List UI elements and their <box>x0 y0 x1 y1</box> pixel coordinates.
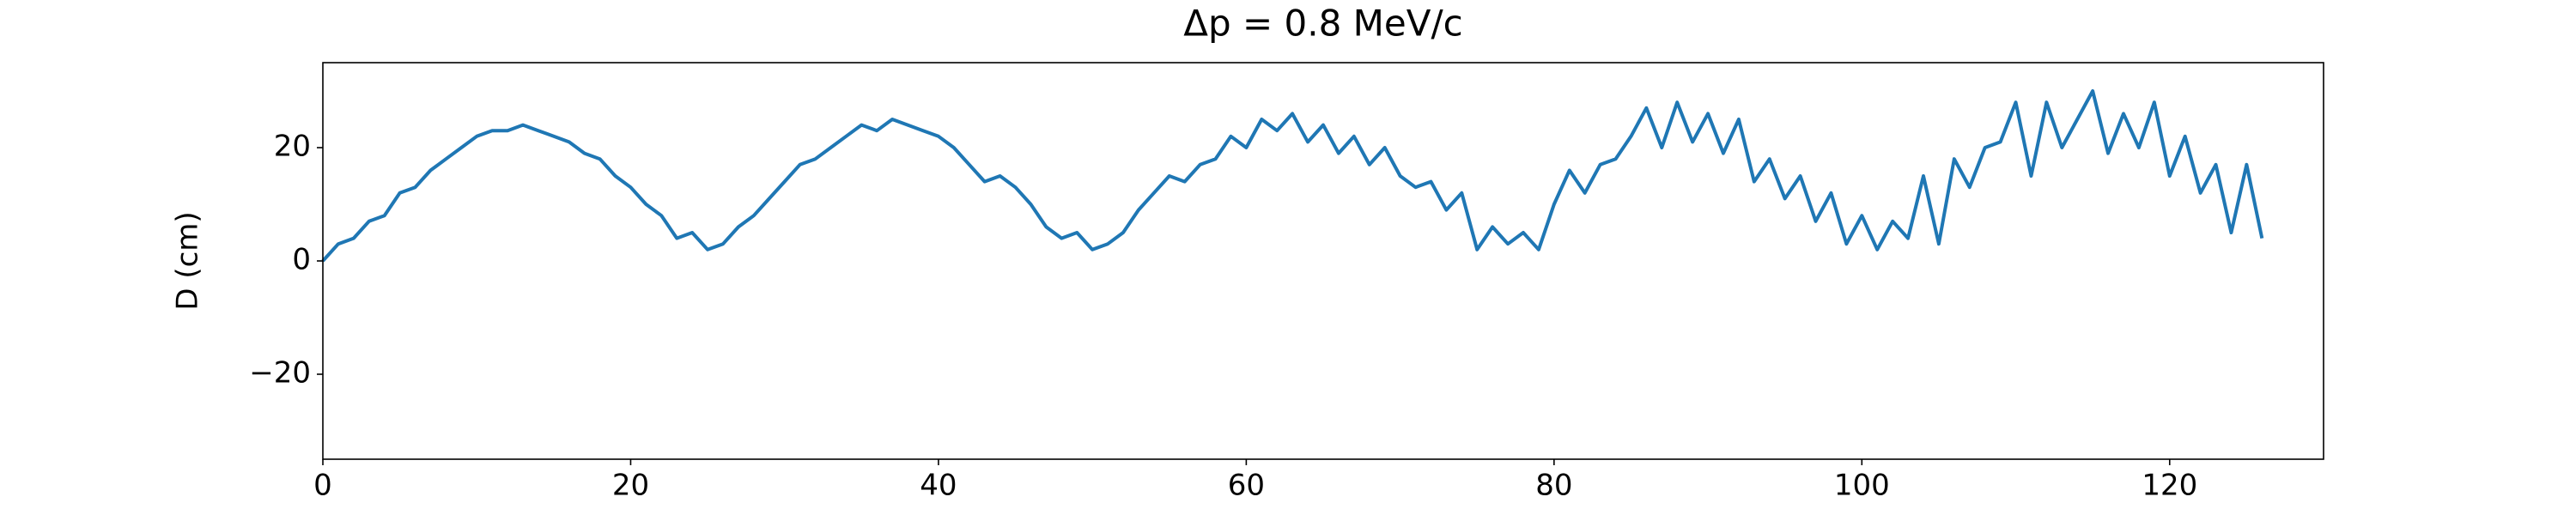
x-tick-label: 40 <box>920 469 957 503</box>
x-tick-label: 60 <box>1228 469 1265 503</box>
x-tick-label: 0 <box>313 469 332 503</box>
y-tick-label: 0 <box>292 243 311 277</box>
y-tick-label: −20 <box>249 356 311 391</box>
data-line <box>321 89 2264 263</box>
chart-title: Δp = 0.8 MeV/c <box>1183 3 1462 45</box>
x-tick-label: 100 <box>1834 469 1890 503</box>
y-axis-label: D (cm) <box>171 211 205 310</box>
y-tick-label: 20 <box>274 130 311 164</box>
x-tick-label: 20 <box>612 469 649 503</box>
plot-frame <box>322 62 2324 460</box>
x-tick-label: 80 <box>1535 469 1572 503</box>
x-tick-label: 120 <box>2142 469 2197 503</box>
